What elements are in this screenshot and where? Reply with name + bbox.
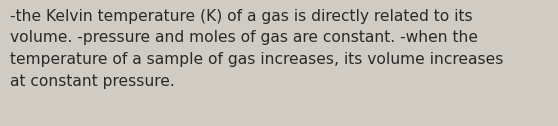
Text: -the Kelvin temperature (K) of a gas is directly related to its
volume. -pressur: -the Kelvin temperature (K) of a gas is …: [10, 9, 503, 89]
